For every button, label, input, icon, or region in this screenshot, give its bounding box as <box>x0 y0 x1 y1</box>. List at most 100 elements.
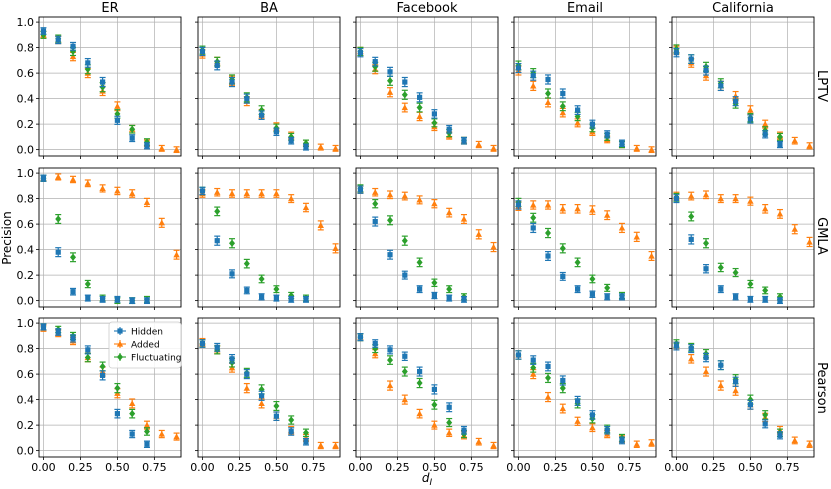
added-marker <box>702 368 710 375</box>
x-tick-label: 0.75 <box>617 461 642 474</box>
added-marker <box>574 418 581 424</box>
y-tick-label: 0.0 <box>17 144 35 157</box>
added-marker <box>69 53 77 60</box>
added-marker <box>173 146 180 153</box>
fluctuating-marker <box>446 418 453 427</box>
hidden-marker <box>402 272 408 278</box>
added-marker <box>732 387 739 394</box>
added-marker <box>717 195 725 202</box>
panel-lptv-california <box>669 16 815 159</box>
y-tick-label: 1.0 <box>17 317 35 330</box>
hidden-marker <box>144 441 150 447</box>
added-marker <box>475 141 482 148</box>
y-tick-label: 0.4 <box>17 244 35 257</box>
added-marker <box>544 99 552 106</box>
hidden-marker <box>387 252 393 258</box>
added-marker <box>530 201 537 208</box>
panel-gmla-facebook <box>353 167 499 310</box>
y-tick-label: 0.2 <box>17 419 35 432</box>
added-marker <box>273 190 280 197</box>
x-axis-label: dJ <box>422 471 433 485</box>
added-marker <box>732 195 739 202</box>
hidden-marker <box>461 296 467 302</box>
hidden-marker <box>545 363 551 370</box>
added-marker <box>688 192 695 199</box>
legend-label-added: Added <box>131 341 160 351</box>
panel-frame <box>38 317 182 458</box>
hidden-marker <box>372 59 378 65</box>
hidden-marker <box>560 90 566 97</box>
hidden-marker <box>100 372 106 378</box>
x-tick-label: 0.00 <box>664 461 689 474</box>
y-tick-label: 0.0 <box>17 445 35 458</box>
added-marker <box>791 437 798 444</box>
added-marker <box>445 429 453 436</box>
x-tick-label: 0.00 <box>348 461 373 474</box>
y-tick-label: 0.8 <box>17 193 35 206</box>
hidden-marker <box>688 346 694 352</box>
row-title: LPTV <box>814 70 829 102</box>
hidden-marker <box>575 107 581 113</box>
y-axis-label: Precision <box>0 211 14 265</box>
fluctuating-marker <box>574 258 581 266</box>
fluctuating-marker <box>372 63 379 71</box>
fluctuating-marker <box>273 285 280 293</box>
hidden-marker <box>515 65 522 71</box>
added-marker <box>702 191 710 198</box>
fluctuating-marker <box>129 410 136 418</box>
hidden-marker <box>545 253 551 259</box>
added-marker <box>603 211 611 218</box>
fluctuating-marker <box>416 379 423 387</box>
added-marker <box>287 195 295 202</box>
panel-gmla-california <box>669 167 815 310</box>
hidden-marker <box>446 295 452 301</box>
added-marker <box>128 400 136 407</box>
fluctuating-marker <box>372 200 379 208</box>
legend-marker-hidden <box>117 328 123 334</box>
hidden-marker <box>515 352 522 358</box>
hidden-marker <box>244 96 250 102</box>
hidden-marker <box>55 37 61 43</box>
added-marker <box>114 187 121 194</box>
added-marker <box>791 137 798 144</box>
hidden-marker <box>199 188 206 194</box>
added-marker <box>633 145 640 151</box>
fluctuating-marker <box>229 239 236 247</box>
added-marker <box>559 205 567 212</box>
panel-frame <box>355 317 499 458</box>
fluctuating-marker <box>703 239 710 247</box>
hidden-marker <box>461 138 467 144</box>
x-tick-label: 0.25 <box>227 461 252 474</box>
panel-lptv-facebook <box>353 16 499 159</box>
added-marker <box>776 210 784 217</box>
added-marker <box>806 441 813 447</box>
added-marker <box>618 224 626 231</box>
hidden-marker <box>85 295 91 301</box>
hidden-marker <box>733 98 739 104</box>
x-tick-label: 0.50 <box>105 461 130 474</box>
hidden-marker <box>431 111 437 117</box>
fluctuating-marker <box>84 280 91 288</box>
legend-box <box>108 321 182 369</box>
added-marker <box>332 145 339 151</box>
column-title: Facebook <box>396 1 458 16</box>
hidden-marker <box>673 50 680 56</box>
hidden-marker <box>229 271 235 277</box>
added-marker <box>372 350 379 357</box>
added-marker <box>688 355 695 362</box>
hidden-marker <box>357 187 364 193</box>
x-tick-label: 0.75 <box>142 461 167 474</box>
hidden-marker <box>273 129 279 135</box>
hidden-marker <box>703 67 709 74</box>
y-tick-label: 0.6 <box>17 67 35 80</box>
added-marker <box>648 252 655 259</box>
hidden-marker <box>446 126 452 132</box>
panel-pearson-email: 0.00 0.25 0.50 0.75 <box>506 317 657 474</box>
hidden-marker <box>446 404 452 410</box>
added-marker <box>243 190 251 197</box>
hidden-marker <box>40 175 47 181</box>
hidden-marker <box>229 79 235 85</box>
added-marker <box>717 382 725 389</box>
fluctuating-marker <box>530 214 537 222</box>
legend-label-fluctuating: Fluctuating <box>131 354 182 364</box>
